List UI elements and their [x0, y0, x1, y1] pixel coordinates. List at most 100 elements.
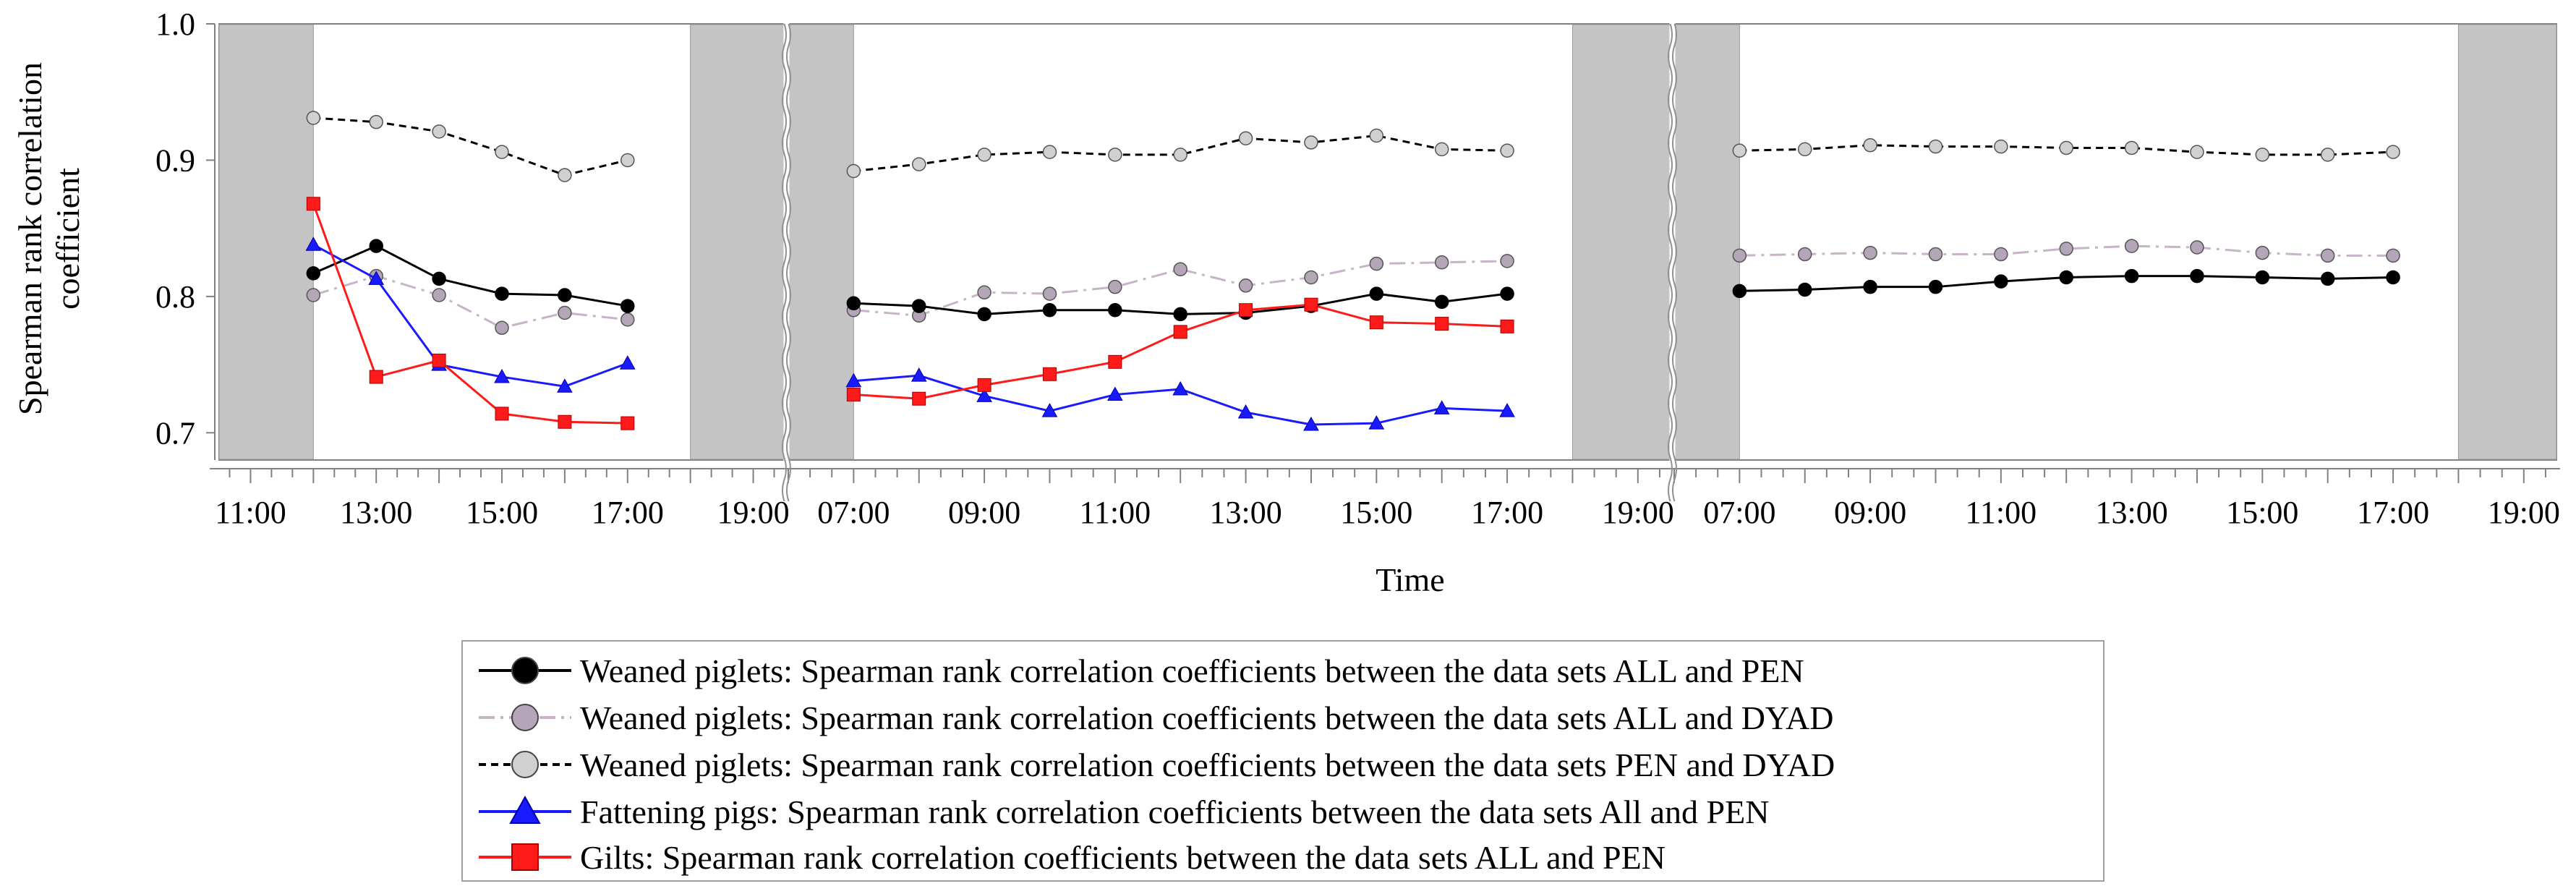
data-point-all-pen — [2255, 270, 2270, 285]
legend-marker — [509, 795, 541, 824]
data-point-gilts — [1108, 354, 1122, 369]
data-point-fattening — [494, 369, 510, 383]
data-point-fattening — [976, 388, 992, 402]
data-point-all-dyad — [620, 312, 635, 327]
data-point-gilts — [1239, 303, 1253, 318]
legend-symbol-gilts — [479, 843, 571, 871]
data-point-all-pen — [1994, 274, 2008, 289]
data-point-all-pen — [558, 288, 572, 302]
x-tick-label: 19:00 — [717, 495, 789, 530]
dark-period — [218, 24, 314, 460]
data-point-gilts — [558, 414, 572, 429]
legend: Weaned piglets: Spearman rank correlatio… — [461, 640, 2104, 882]
data-point-all-pen — [306, 266, 321, 281]
data-point-all-pen — [2190, 268, 2204, 284]
data-point-gilts — [1173, 325, 1187, 339]
x-axis-label: Time — [1376, 561, 1444, 598]
data-point-pen-dyad — [495, 145, 509, 159]
data-point-fattening — [910, 367, 927, 382]
data-point-all-dyad — [1928, 247, 1943, 262]
series-line-pen-dyad — [313, 116, 628, 176]
data-point-all-dyad — [1238, 278, 1253, 293]
data-point-all-dyad — [1173, 262, 1187, 276]
x-tick-label: 09:00 — [948, 495, 1020, 530]
data-point-all-dyad — [1500, 254, 1514, 268]
data-point-pen-dyad — [1500, 143, 1514, 158]
data-point-pen-dyad — [1304, 135, 1318, 150]
data-point-pen-dyad — [1797, 142, 1812, 157]
x-tick-label: 15:00 — [2226, 495, 2298, 530]
series-line-gilts — [312, 203, 628, 425]
data-point-pen-dyad — [1369, 128, 1384, 143]
data-point-all-pen — [432, 271, 446, 286]
x-tick-label: 07:00 — [817, 495, 890, 530]
data-point-gilts — [1500, 319, 1514, 333]
legend-marker — [511, 657, 539, 684]
data-point-gilts — [1304, 297, 1318, 312]
data-point-all-dyad — [1108, 279, 1122, 294]
data-point-pen-dyad — [306, 111, 321, 125]
data-point-all-dyad — [2255, 245, 2270, 260]
data-point-all-pen — [2320, 271, 2335, 286]
axis-break-gap — [783, 21, 790, 463]
data-point-all-pen — [846, 296, 861, 311]
data-point-all-dyad — [495, 320, 509, 335]
data-point-all-dyad — [2190, 240, 2204, 255]
legend-label: Weaned piglets: Spearman rank correlatio… — [580, 746, 1835, 783]
data-point-all-pen — [2124, 268, 2139, 284]
data-point-pen-dyad — [1238, 131, 1253, 146]
data-point-all-dyad — [306, 288, 321, 302]
data-point-fattening — [1433, 400, 1450, 414]
data-point-fattening — [619, 355, 636, 370]
data-point-all-dyad — [1042, 286, 1057, 301]
axis-break-line — [786, 23, 791, 502]
x-tick-label: 15:00 — [466, 495, 538, 530]
data-point-all-pen — [1108, 302, 1122, 318]
data-point-gilts — [369, 370, 383, 384]
data-point-fattening — [1303, 416, 1319, 431]
data-point-fattening — [1368, 415, 1385, 430]
legend-label: Weaned piglets: Spearman rank correlatio… — [580, 652, 1804, 689]
series-line-pen-dyad — [1739, 144, 2394, 156]
data-point-all-pen — [1863, 279, 1877, 294]
series-line-all-dyad — [853, 260, 1508, 317]
y-tick-label: 1.0 — [155, 7, 195, 42]
data-point-pen-dyad — [2190, 145, 2204, 159]
x-tick-label: 17:00 — [1471, 495, 1543, 530]
x-tick-label: 17:00 — [592, 495, 664, 530]
data-point-all-pen — [2386, 270, 2400, 285]
data-point-fattening — [1041, 403, 1058, 417]
data-point-pen-dyad — [1928, 139, 1943, 154]
dark-period — [788, 24, 854, 460]
data-point-gilts — [306, 197, 320, 211]
data-point-all-dyad — [2059, 242, 2073, 256]
data-point-all-pen — [495, 286, 509, 301]
data-point-pen-dyad — [1108, 148, 1122, 162]
dark-period — [2457, 24, 2557, 460]
legend-item-pen-dyad: Weaned piglets: Spearman rank correlatio… — [476, 743, 1835, 786]
data-point-fattening — [1237, 404, 1254, 419]
data-point-all-dyad — [2124, 239, 2139, 253]
data-point-gilts — [1369, 315, 1383, 330]
legend-marker — [511, 751, 539, 778]
data-point-gilts — [620, 416, 635, 430]
panel — [1673, 23, 2557, 461]
axis-layer: 0.7 0.8 0.9 1.0 11:00 13:00 15:00 17:00 19:00 07:… — [155, 7, 2560, 530]
data-point-pen-dyad — [1173, 148, 1187, 162]
data-point-all-pen — [911, 299, 926, 313]
data-point-pen-dyad — [2059, 140, 2073, 156]
data-point-fattening — [1499, 403, 1515, 417]
y-tick-label: 0.7 — [155, 415, 195, 451]
legend-symbol-pen-dyad — [479, 751, 571, 778]
data-point-fattening — [1172, 380, 1189, 396]
data-point-gilts — [1042, 367, 1057, 381]
panel — [788, 23, 1671, 461]
axis-break-gap — [1669, 21, 1676, 463]
data-point-fattening — [845, 372, 862, 388]
legend-symbol-fattening — [479, 795, 571, 824]
legend-marker — [511, 843, 539, 871]
data-point-all-pen — [620, 299, 635, 313]
dark-period — [1571, 24, 1671, 460]
data-point-gilts — [432, 353, 446, 367]
data-point-all-pen — [1173, 307, 1187, 322]
